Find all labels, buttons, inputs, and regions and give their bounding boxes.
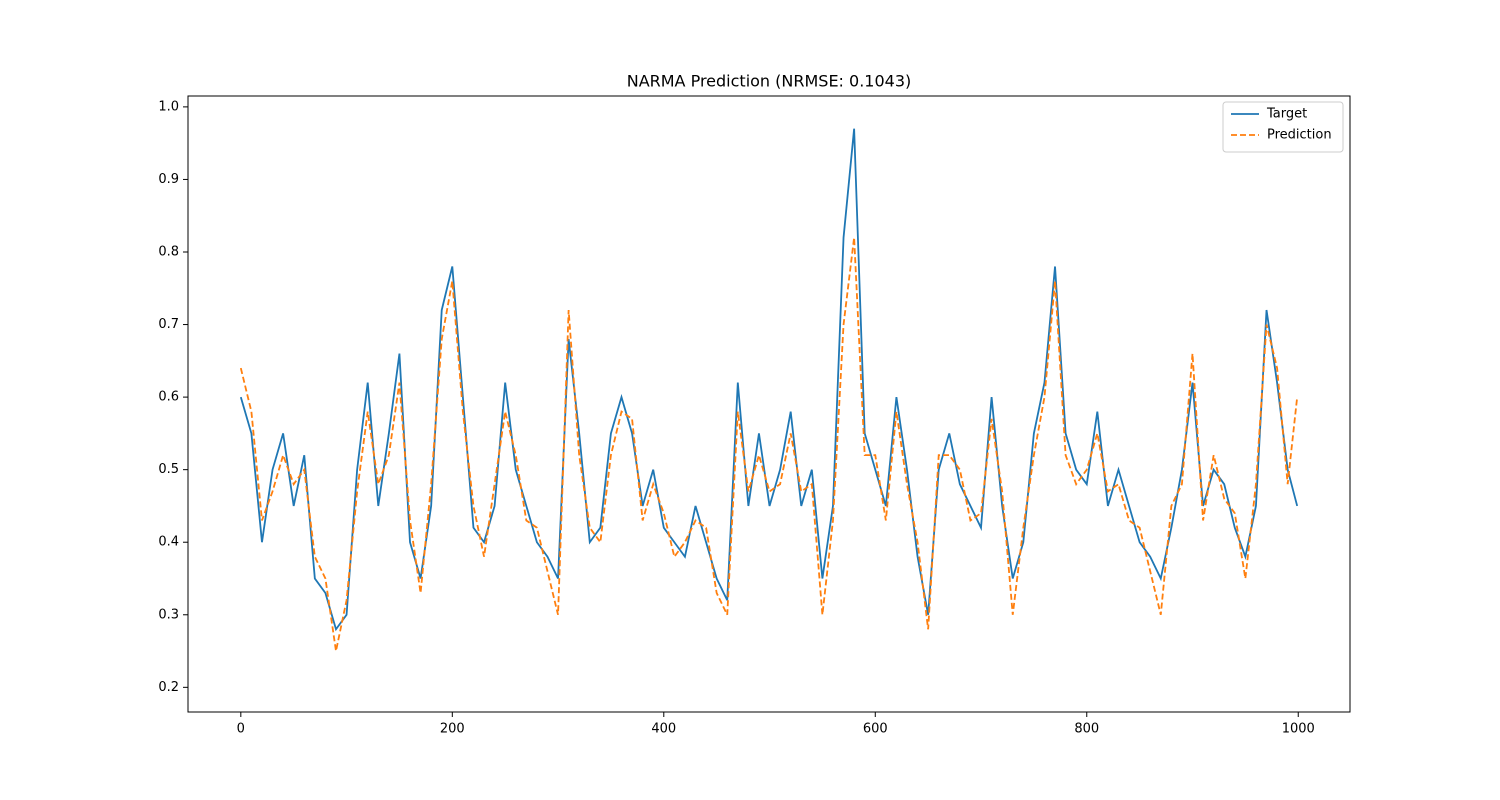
legend-label: Prediction — [1267, 128, 1332, 143]
x-tick-label: 800 — [1074, 722, 1099, 737]
x-tick-label: 400 — [651, 722, 676, 737]
y-tick-label: 0.4 — [158, 535, 179, 550]
y-tick-label: 0.6 — [158, 390, 179, 405]
x-tick-label: 1000 — [1282, 722, 1315, 737]
y-tick-label: 0.7 — [158, 317, 179, 332]
y-tick-label: 0.5 — [158, 462, 179, 477]
y-tick-label: 0.2 — [158, 680, 179, 695]
x-tick-label: 200 — [440, 722, 465, 737]
x-tick-label: 600 — [863, 722, 888, 737]
plot-frame — [187, 95, 1351, 713]
y-tick-label: 0.8 — [158, 244, 179, 259]
series-line — [239, 128, 1299, 632]
x-tick-label: 0 — [237, 722, 245, 737]
y-tick-label: 1.0 — [158, 99, 179, 114]
y-tick-label: 0.3 — [158, 607, 179, 622]
chart-title: NARMA Prediction (NRMSE: 0.1043) — [627, 72, 912, 91]
series-line — [239, 237, 1299, 652]
y-tick-label: 0.9 — [158, 172, 179, 187]
legend-label: Target — [1266, 107, 1307, 122]
